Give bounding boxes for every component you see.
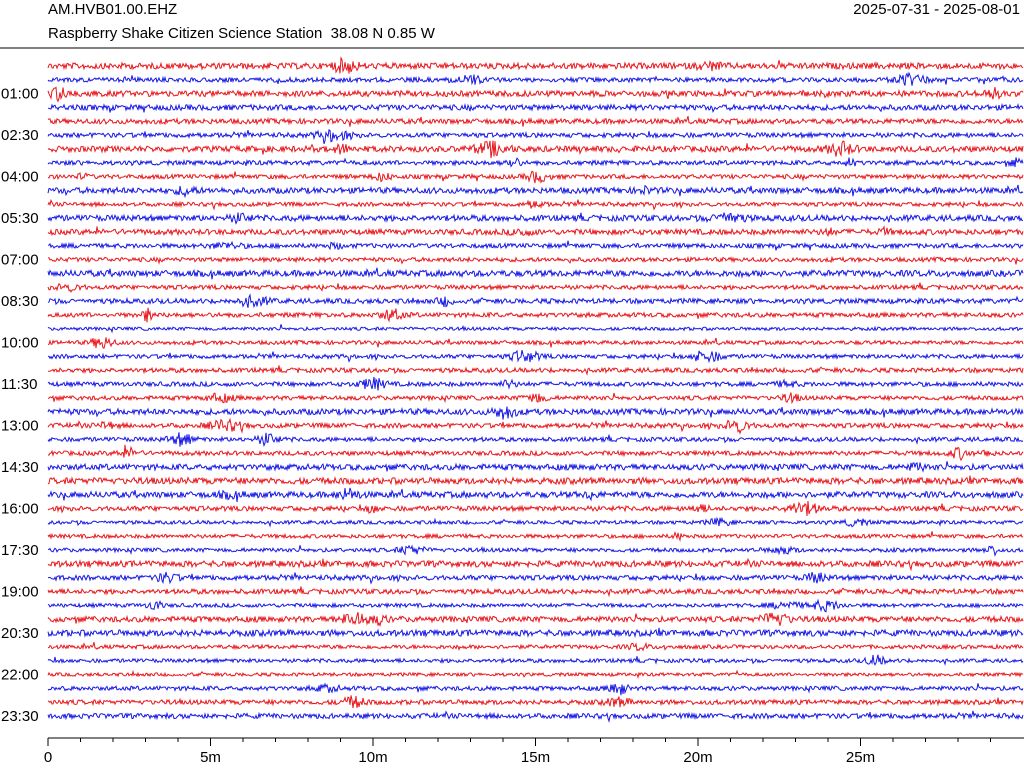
row-label: 01:00 xyxy=(1,86,39,103)
trace xyxy=(47,240,1024,251)
trace xyxy=(48,255,1024,265)
trace xyxy=(47,140,1024,159)
row-label: 10:00 xyxy=(1,335,39,352)
row-label: 07:00 xyxy=(1,252,39,269)
trace xyxy=(47,71,1024,86)
x-tick-label: 10m xyxy=(358,749,387,766)
trace xyxy=(47,392,1024,405)
row-label: 20:30 xyxy=(1,625,39,642)
row-label: 22:00 xyxy=(1,666,39,683)
trace xyxy=(47,376,1024,391)
row-label: 11:30 xyxy=(1,376,37,393)
row-label: 19:00 xyxy=(1,584,39,601)
x-tick-label: 15m xyxy=(521,749,550,766)
trace xyxy=(47,598,1024,613)
row-label: 08:30 xyxy=(1,293,39,310)
trace xyxy=(47,516,1024,528)
trace xyxy=(47,669,1024,679)
trace xyxy=(47,115,1024,127)
trace xyxy=(47,129,1024,144)
trace xyxy=(47,102,1024,114)
trace xyxy=(47,695,1024,709)
trace xyxy=(47,307,1024,323)
trace xyxy=(47,337,1024,349)
trace xyxy=(47,157,1024,168)
trace xyxy=(47,571,1024,585)
x-tick-label: 25m xyxy=(846,749,875,766)
trace xyxy=(47,627,1024,638)
trace xyxy=(47,293,1024,309)
trace xyxy=(47,282,1024,293)
trace xyxy=(47,417,1024,435)
station-description: Raspberry Shake Citizen Science Station … xyxy=(48,25,436,42)
station-id: AM.HVB01.00.EHZ xyxy=(48,1,177,18)
trace xyxy=(47,586,1024,598)
trace xyxy=(47,198,1024,211)
trace xyxy=(47,461,1024,473)
trace xyxy=(47,267,1024,280)
trace xyxy=(47,682,1024,696)
x-tick-label: 5m xyxy=(200,749,221,766)
trace xyxy=(48,365,1024,376)
trace xyxy=(47,500,1024,517)
trace xyxy=(47,487,1024,503)
row-label: 16:00 xyxy=(1,501,39,518)
trace xyxy=(47,612,1024,628)
trace xyxy=(47,641,1024,652)
row-label: 17:30 xyxy=(1,542,39,559)
trace xyxy=(47,225,1024,238)
trace xyxy=(47,557,1024,572)
trace xyxy=(47,432,1024,448)
trace xyxy=(47,184,1024,199)
row-label: 04:00 xyxy=(1,169,39,186)
trace xyxy=(47,406,1024,420)
trace xyxy=(47,349,1024,364)
row-label: 23:30 xyxy=(1,708,39,725)
trace xyxy=(47,444,1024,462)
trace xyxy=(47,212,1024,225)
trace xyxy=(47,654,1024,666)
x-tick-label: 20m xyxy=(683,749,712,766)
trace xyxy=(47,56,1024,74)
trace xyxy=(47,710,1024,723)
row-label: 13:00 xyxy=(1,418,39,435)
x-tick-label: 0 xyxy=(44,749,52,766)
trace xyxy=(47,544,1024,557)
trace xyxy=(47,324,1024,334)
trace xyxy=(47,475,1024,486)
row-label: 02:30 xyxy=(1,127,39,144)
date-range: 2025-07-31 - 2025-08-01 xyxy=(853,1,1020,18)
row-label: 14:30 xyxy=(1,459,39,476)
trace xyxy=(47,170,1024,184)
trace xyxy=(47,86,1024,103)
row-label: 05:30 xyxy=(1,210,39,227)
trace xyxy=(47,531,1024,543)
